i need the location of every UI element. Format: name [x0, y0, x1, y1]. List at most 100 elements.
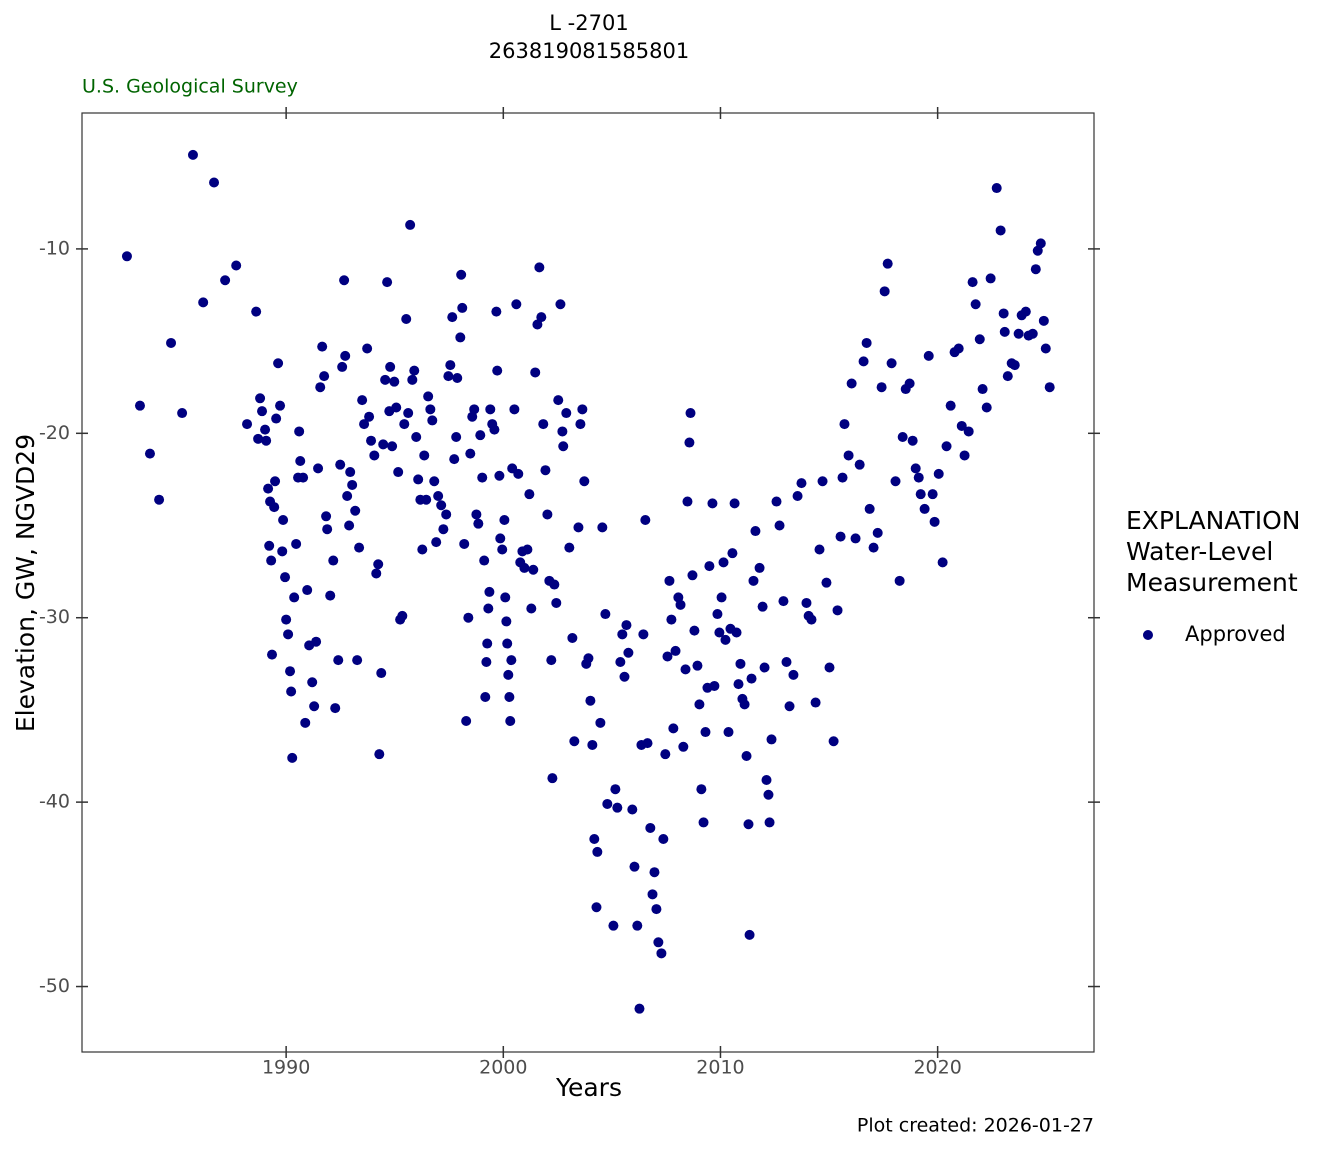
data-point	[843, 450, 854, 461]
data-point	[553, 395, 564, 406]
data-point	[134, 400, 145, 411]
data-point	[731, 627, 742, 638]
data-point	[302, 585, 313, 596]
data-point	[436, 500, 447, 511]
data-point	[549, 579, 560, 590]
data-point	[600, 609, 611, 620]
data-point	[505, 715, 516, 726]
data-point	[443, 371, 454, 382]
data-point	[413, 474, 424, 485]
data-point	[319, 371, 330, 382]
data-point	[463, 612, 474, 623]
data-point	[484, 586, 495, 597]
data-point	[801, 597, 812, 608]
plot-frame	[81, 112, 1095, 1053]
data-point	[868, 542, 879, 553]
data-point	[480, 692, 491, 703]
data-point	[479, 555, 490, 566]
data-point	[542, 509, 553, 520]
data-point	[551, 597, 562, 608]
data-point	[519, 562, 530, 573]
data-point	[642, 738, 653, 749]
data-point	[522, 544, 533, 555]
data-point	[675, 599, 686, 610]
legend-title: EXPLANATION	[1126, 506, 1301, 535]
data-point	[475, 430, 486, 441]
data-point	[280, 572, 291, 583]
data-point	[380, 374, 391, 385]
data-point	[792, 491, 803, 502]
data-point	[313, 463, 324, 474]
data-point	[764, 817, 775, 828]
data-point	[482, 638, 493, 649]
data-point	[419, 450, 430, 461]
data-point	[456, 269, 467, 280]
data-point	[287, 752, 298, 763]
data-point	[919, 503, 930, 514]
data-point	[678, 741, 689, 752]
data-point	[698, 817, 709, 828]
data-point	[788, 669, 799, 680]
data-point	[457, 302, 468, 313]
data-point	[267, 649, 278, 660]
data-point	[286, 686, 297, 697]
data-point	[796, 478, 807, 489]
data-point	[352, 655, 363, 666]
data-point	[504, 692, 515, 703]
data-point	[692, 660, 703, 671]
data-point	[387, 441, 398, 452]
data-point	[850, 533, 861, 544]
data-point	[821, 577, 832, 588]
data-point	[485, 404, 496, 415]
data-point	[720, 634, 731, 645]
data-point	[927, 489, 938, 500]
data-point	[894, 575, 905, 586]
data-point	[342, 491, 353, 502]
data-point	[680, 664, 691, 675]
data-point	[423, 391, 434, 402]
data-point	[483, 603, 494, 614]
data-point	[317, 341, 328, 352]
data-point	[981, 402, 992, 413]
data-point	[977, 384, 988, 395]
data-point	[558, 441, 569, 452]
data-point	[492, 365, 503, 376]
data-point	[445, 360, 456, 371]
data-point	[810, 697, 821, 708]
x-tick-label: 2020	[913, 1057, 961, 1079]
y-tick-label: -50	[39, 975, 70, 997]
chart-subtitle: 263819081585801	[489, 39, 689, 63]
data-point	[709, 680, 720, 691]
data-point	[289, 592, 300, 603]
data-point	[345, 467, 356, 478]
data-point	[627, 804, 638, 815]
data-point	[890, 476, 901, 487]
data-point	[337, 361, 348, 372]
data-point	[399, 419, 410, 430]
data-point	[376, 668, 387, 679]
data-point	[610, 784, 621, 795]
data-point	[469, 404, 480, 415]
data-point	[534, 262, 545, 273]
legend-marker	[1143, 630, 1153, 640]
data-point	[712, 609, 723, 620]
data-point	[575, 419, 586, 430]
data-point	[759, 662, 770, 673]
data-point	[763, 789, 774, 800]
data-point	[411, 432, 422, 443]
data-point	[839, 419, 850, 430]
data-point	[546, 655, 557, 666]
data-point	[495, 533, 506, 544]
x-tick-label: 2010	[696, 1057, 744, 1079]
data-point	[538, 419, 549, 430]
data-point	[718, 557, 729, 568]
data-point	[447, 312, 458, 323]
data-point	[373, 559, 384, 570]
data-point	[471, 509, 482, 520]
data-point	[929, 516, 940, 527]
data-point	[846, 378, 857, 389]
data-point	[729, 498, 740, 509]
data-point	[959, 450, 970, 461]
data-point	[433, 491, 444, 502]
data-point	[491, 306, 502, 317]
